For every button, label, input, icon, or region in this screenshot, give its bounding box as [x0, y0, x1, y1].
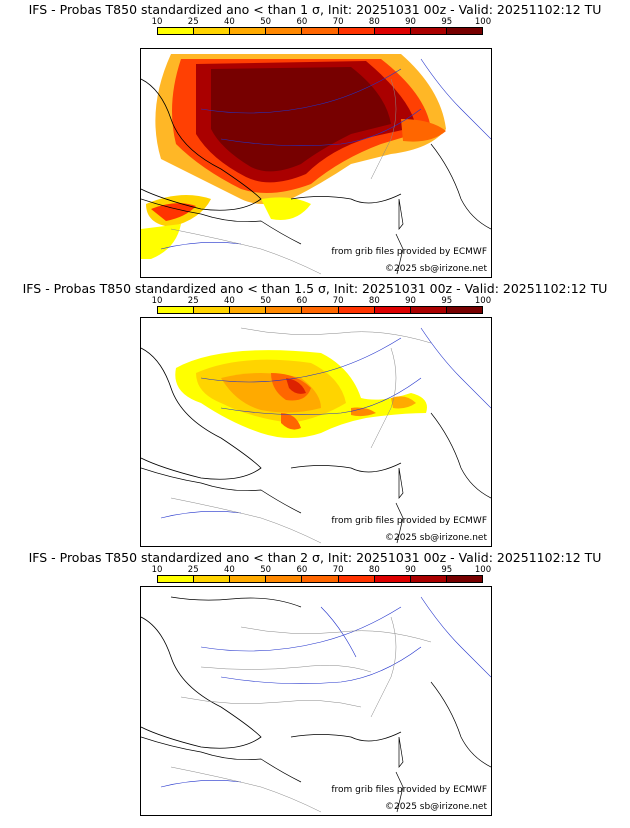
colorbar-swatch [302, 576, 339, 582]
panel-title: IFS - Probas T850 standardized ano < tha… [28, 2, 602, 17]
colorbar-tick-label: 80 [368, 565, 380, 575]
colorbar-tick-label: 10 [151, 565, 163, 575]
colorbar-tick-label: 70 [332, 296, 344, 306]
probability-map: from grib files provided by ECMWF ©2025 … [140, 48, 492, 278]
colorbar-tick-label: 40 [224, 296, 235, 306]
colorbar-swatch [194, 307, 231, 313]
map-graphic [141, 54, 491, 275]
colorbar-swatch [302, 28, 339, 34]
colorbar-tick-label: 50 [260, 296, 272, 306]
colorbar-tick-label: 90 [405, 296, 416, 306]
colorbar-tick-label: 95 [441, 296, 453, 306]
colorbar-swatch [410, 28, 447, 34]
colorbar-tick-label: 60 [296, 565, 308, 575]
map-graphic [141, 327, 491, 544]
panel-title: IFS - Probas T850 standardized ano < tha… [28, 550, 602, 565]
source-credit: from grib files provided by ECMWF [331, 785, 487, 795]
colorbar-swatch [302, 307, 339, 313]
colorbar-swatch [266, 576, 303, 582]
colorbar-scale [157, 27, 483, 35]
colorbar: 10 25 40 50 60 70 80 90 95 100 [145, 565, 495, 585]
map-graphic [141, 596, 491, 813]
panel-1-sigma: IFS - Probas T850 standardized ano < tha… [0, 2, 630, 278]
colorbar-tick-label: 100 [474, 17, 492, 27]
colorbar-swatch [230, 28, 267, 34]
colorbar-tick-label: 100 [474, 565, 492, 575]
colorbar-swatch [374, 576, 411, 582]
colorbar-tick-label: 60 [296, 296, 308, 306]
copyright-credit: ©2025 sb@irizone.net [385, 802, 487, 812]
colorbar-ticks: 10 25 40 50 60 70 80 90 95 100 [145, 296, 495, 306]
colorbar-tick-label: 25 [187, 17, 199, 27]
colorbar-swatch [158, 28, 195, 34]
colorbar-swatch [410, 576, 447, 582]
colorbar-tick-label: 100 [474, 296, 492, 306]
colorbar-tick-label: 80 [368, 17, 380, 27]
colorbar-tick-label: 70 [332, 17, 344, 27]
colorbar-tick-label: 40 [224, 17, 235, 27]
colorbar-tick-label: 95 [441, 17, 453, 27]
colorbar-tick-label: 70 [332, 565, 344, 575]
colorbar-tick-label: 80 [368, 296, 380, 306]
colorbar-swatch [230, 576, 267, 582]
colorbar-swatch [266, 307, 303, 313]
colorbar-swatch [410, 307, 447, 313]
panel-title: IFS - Probas T850 standardized ano < tha… [22, 281, 608, 296]
copyright-credit: ©2025 sb@irizone.net [385, 533, 487, 543]
probability-map: from grib files provided by ECMWF ©2025 … [140, 586, 492, 816]
colorbar-tick-label: 50 [260, 17, 272, 27]
colorbar: 10 25 40 50 60 70 80 90 95 100 [145, 296, 495, 316]
colorbar-swatch [266, 28, 303, 34]
source-credit: from grib files provided by ECMWF [331, 247, 487, 257]
colorbar-swatch [338, 307, 375, 313]
colorbar-swatch [230, 307, 267, 313]
copyright-credit: ©2025 sb@irizone.net [385, 264, 487, 274]
source-credit: from grib files provided by ECMWF [331, 516, 487, 526]
colorbar-tick-label: 90 [405, 17, 416, 27]
colorbar-tick-label: 25 [187, 565, 199, 575]
colorbar-tick-label: 40 [224, 565, 235, 575]
colorbar-scale [157, 575, 483, 583]
colorbar-ticks: 10 25 40 50 60 70 80 90 95 100 [145, 17, 495, 27]
colorbar-tick-label: 95 [441, 565, 453, 575]
colorbar-swatch [446, 576, 482, 582]
colorbar-swatch [446, 28, 482, 34]
colorbar-swatch [194, 28, 231, 34]
colorbar: 10 25 40 50 60 70 80 90 95 100 [145, 17, 495, 37]
colorbar-swatch [158, 307, 195, 313]
colorbar-swatch [338, 28, 375, 34]
colorbar-swatch [158, 576, 195, 582]
colorbar-swatch [374, 307, 411, 313]
colorbar-tick-label: 10 [151, 17, 163, 27]
colorbar-tick-label: 50 [260, 565, 272, 575]
probability-map: from grib files provided by ECMWF ©2025 … [140, 317, 492, 547]
colorbar-tick-label: 10 [151, 296, 163, 306]
colorbar-swatch [446, 307, 482, 313]
colorbar-tick-label: 25 [187, 296, 199, 306]
colorbar-ticks: 10 25 40 50 60 70 80 90 95 100 [145, 565, 495, 575]
colorbar-tick-label: 60 [296, 17, 308, 27]
colorbar-tick-label: 90 [405, 565, 416, 575]
colorbar-swatch [194, 576, 231, 582]
panel-2-sigma: IFS - Probas T850 standardized ano < tha… [0, 550, 630, 820]
colorbar-scale [157, 306, 483, 314]
panel-1-5-sigma: IFS - Probas T850 standardized ano < tha… [0, 281, 630, 551]
colorbar-swatch [374, 28, 411, 34]
colorbar-swatch [338, 576, 375, 582]
